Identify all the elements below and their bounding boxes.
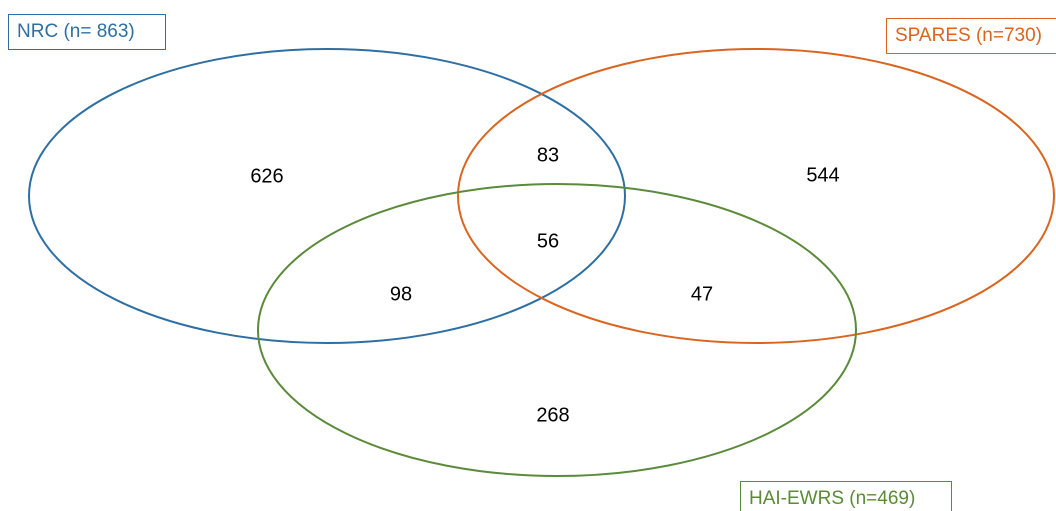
nrc-set-ellipse: [28, 48, 626, 344]
spares-hai-count: 47: [691, 283, 713, 305]
spares-only-count: 544: [806, 164, 839, 186]
hai-ewrs-set-ellipse: [257, 183, 857, 477]
nrc-hai-count: 98: [390, 283, 412, 305]
all-three-count: 56: [537, 230, 559, 252]
spares-set-label: SPARES (n=730): [886, 18, 1056, 54]
spares-set-ellipse: [457, 48, 1055, 344]
hai-only-count: 268: [536, 404, 569, 426]
nrc-only-count: 626: [250, 165, 283, 187]
nrc-set-label: NRC (n= 863): [8, 14, 166, 50]
hai-ewrs-set-label: HAI-EWRS (n=469): [740, 481, 952, 511]
nrc-spares-count: 83: [537, 144, 559, 166]
